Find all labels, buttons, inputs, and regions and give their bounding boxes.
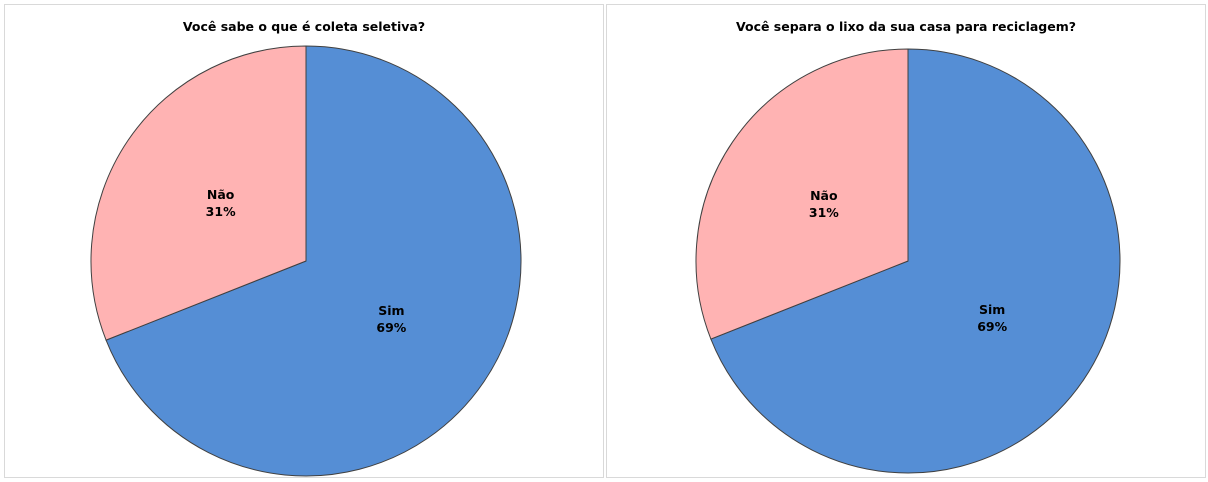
pie-slice-sim [105,45,522,477]
slice-category-label: Não [810,188,838,203]
pie-slice-nao [90,45,307,341]
pie-slice-sim [710,48,1121,474]
slice-percent-label: 31% [206,204,236,219]
chart-panel-coleta-seletiva: Você sabe o que é coleta seletiva? Sim 69… [4,4,604,478]
slice-category-label: Sim [378,303,404,318]
pie-slice-nao [695,48,909,340]
slice-percent-label: 31% [809,205,839,220]
chart-title: Você separa o lixo da sua casa para reci… [735,19,1076,34]
pie-chart-coleta-seletiva: Sim 69% Não 31% [90,45,522,477]
chart-title: Você sabe o que é coleta seletiva? [182,19,426,34]
pie-chart-separa-lixo: Sim 69% Não 31% [695,48,1121,474]
slice-percent-label: 69% [376,320,406,335]
slice-category-label: Não [207,187,235,202]
chart-panel-separa-lixo: Você separa o lixo da sua casa para reci… [606,4,1206,478]
slice-percent-label: 69% [977,319,1007,334]
slice-category-label: Sim [979,302,1005,317]
